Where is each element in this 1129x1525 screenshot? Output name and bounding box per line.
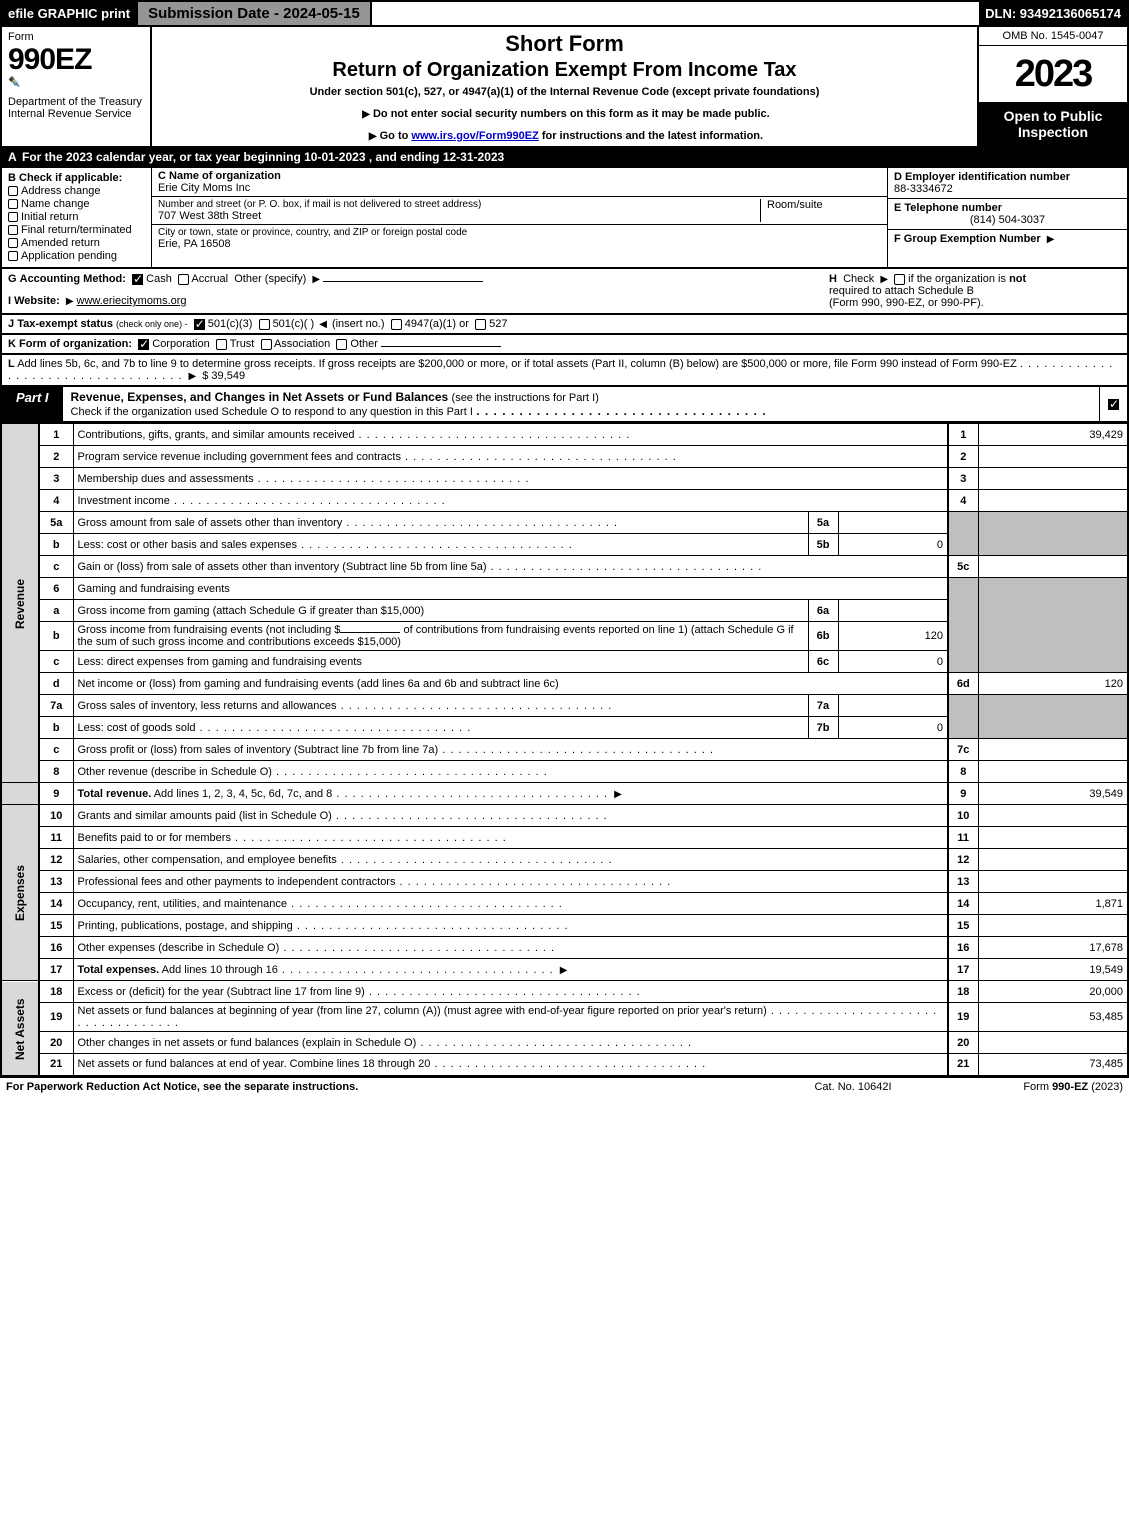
amt-16: 17,678 (978, 937, 1128, 959)
chk-assoc[interactable] (261, 339, 272, 350)
subtitle: Under section 501(c), 527, or 4947(a)(1)… (160, 86, 969, 98)
header-center: Short Form Return of Organization Exempt… (152, 27, 977, 146)
amt-1: 39,429 (978, 424, 1128, 446)
chk-501c[interactable] (259, 319, 270, 330)
side-netassets: Net Assets (1, 981, 39, 1076)
chk-trust[interactable] (216, 339, 227, 350)
row-a-text: For the 2023 calendar year, or tax year … (22, 150, 504, 164)
amt-18: 20,000 (978, 981, 1128, 1003)
row-k: K Form of organization: Corporation Trus… (0, 335, 1129, 355)
col-def: D Employer identification number 88-3334… (887, 168, 1127, 267)
form-header: Form 990EZ ✒️ Department of the Treasury… (0, 27, 1129, 148)
amt-19: 53,485 (978, 1003, 1128, 1032)
chk-name-change[interactable]: Name change (8, 198, 145, 210)
irs-label: Internal Revenue Service (8, 108, 144, 120)
b-label: Check if applicable: (19, 172, 122, 184)
chk-4947[interactable] (391, 319, 402, 330)
efile-label: efile GRAPHIC print (2, 2, 138, 25)
form-word: Form (8, 31, 144, 43)
amt-9: 39,549 (978, 783, 1128, 805)
org-name: Erie City Moms Inc (158, 182, 881, 194)
note-ssn: Do not enter social security numbers on … (160, 108, 969, 120)
footer-catno: Cat. No. 10642I (763, 1081, 943, 1093)
d-hd: Employer identification number (905, 171, 1070, 183)
org-city: Erie, PA 16508 (158, 238, 881, 250)
ein-value: 88-3334672 (894, 183, 953, 195)
phone-value: (814) 504-3037 (894, 214, 1121, 226)
submission-date: Submission Date - 2024-05-15 (138, 2, 372, 25)
note-ssn-text: Do not enter social security numbers on … (373, 108, 770, 120)
val-6c: 0 (838, 651, 948, 673)
chk-corp[interactable] (138, 339, 149, 350)
chk-part-i-schedule-o[interactable] (1108, 399, 1119, 410)
e-hd: Telephone number (904, 202, 1002, 214)
footer: For Paperwork Reduction Act Notice, see … (0, 1077, 1129, 1096)
chk-cash[interactable] (132, 274, 143, 285)
c-street-hd: Number and street (or P. O. box, if mail… (158, 199, 754, 210)
header-right: OMB No. 1545-0047 2023 Open to Public In… (977, 27, 1127, 146)
amt-17: 19,549 (978, 959, 1128, 981)
top-bar: efile GRAPHIC print Submission Date - 20… (0, 0, 1129, 27)
room-suite: Room/suite (761, 199, 881, 222)
title-return: Return of Organization Exempt From Incom… (160, 59, 969, 82)
chk-accrual[interactable] (178, 274, 189, 285)
f-hd: Group Exemption Number (904, 233, 1041, 245)
part-i-tag: Part I (2, 387, 63, 421)
chk-h[interactable] (894, 274, 905, 285)
side-revenue: Revenue (1, 424, 39, 783)
chk-527[interactable] (475, 319, 486, 330)
org-street: 707 West 38th Street (158, 210, 754, 222)
title-short-form: Short Form (160, 31, 969, 57)
col-b: B Check if applicable: Address change Na… (2, 168, 152, 267)
omb-number: OMB No. 1545-0047 (979, 27, 1127, 46)
chk-initial-return[interactable]: Initial return (8, 211, 145, 223)
chk-other-org[interactable] (336, 339, 347, 350)
c-city-hd: City or town, state or province, country… (158, 227, 881, 238)
amt-21: 73,485 (978, 1054, 1128, 1076)
amt-14: 1,871 (978, 893, 1128, 915)
row-ghi: G Accounting Method: Cash Accrual Other … (0, 269, 1129, 315)
footer-left: For Paperwork Reduction Act Notice, see … (6, 1081, 763, 1093)
c-name-hd: Name of organization (169, 170, 281, 182)
row-l: L Add lines 5b, 6c, and 7b to line 9 to … (0, 355, 1129, 387)
tax-year: 2023 (979, 46, 1127, 102)
val-7b: 0 (838, 717, 948, 739)
val-6b: 120 (838, 622, 948, 651)
block-bcdef: B Check if applicable: Address change Na… (0, 168, 1129, 269)
part-i-title: Revenue, Expenses, and Changes in Net As… (63, 387, 1099, 421)
chk-amended-return[interactable]: Amended return (8, 237, 145, 249)
row-a: AFor the 2023 calendar year, or tax year… (0, 148, 1129, 168)
note-goto: Go to www.irs.gov/Form990EZ for instruct… (160, 130, 969, 142)
side-expenses: Expenses (1, 805, 39, 981)
h-box: H Check if the organization is not requi… (821, 273, 1121, 309)
header-left: Form 990EZ ✒️ Department of the Treasury… (2, 27, 152, 146)
part-i-header: Part I Revenue, Expenses, and Changes in… (0, 387, 1129, 423)
dln: DLN: 93492136065174 (979, 2, 1127, 25)
i-label: Website: (14, 295, 60, 307)
footer-right: Form 990-EZ (2023) (943, 1081, 1123, 1093)
dept-treasury: Department of the Treasury (8, 96, 144, 108)
form-number: 990EZ (8, 43, 144, 77)
col-c: C Name of organization Erie City Moms In… (152, 168, 887, 267)
chk-final-return[interactable]: Final return/terminated (8, 224, 145, 236)
open-public: Open to Public Inspection (979, 102, 1127, 146)
chk-application-pending[interactable]: Application pending (8, 250, 145, 262)
g-label: Accounting Method: (20, 273, 126, 285)
val-5b: 0 (838, 534, 948, 556)
l-amount: $ 39,549 (202, 370, 245, 382)
irs-link[interactable]: www.irs.gov/Form990EZ (411, 130, 538, 142)
chk-501c3[interactable] (194, 319, 205, 330)
chk-address-change[interactable]: Address change (8, 185, 145, 197)
amt-6d: 120 (978, 673, 1128, 695)
row-j: J Tax-exempt status (check only one) - 5… (0, 315, 1129, 335)
website-link[interactable]: www.eriecitymoms.org (77, 295, 187, 307)
lines-table: Revenue 1 Contributions, gifts, grants, … (0, 423, 1129, 1077)
